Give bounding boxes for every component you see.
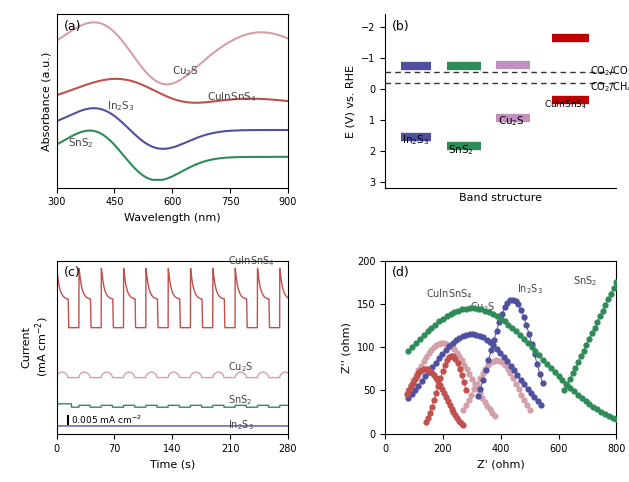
- Text: (c): (c): [64, 266, 81, 279]
- X-axis label: Time (s): Time (s): [150, 459, 195, 469]
- Text: (b): (b): [392, 20, 409, 33]
- Text: (d): (d): [392, 266, 409, 279]
- X-axis label: Wavelength (nm): Wavelength (nm): [124, 213, 221, 223]
- Text: Cu$_2$S: Cu$_2$S: [172, 64, 199, 78]
- Text: (a): (a): [64, 20, 81, 33]
- Text: 0.005 mA cm$^{-2}$: 0.005 mA cm$^{-2}$: [70, 414, 142, 426]
- Text: SnS$_2$: SnS$_2$: [448, 143, 474, 157]
- Text: In$_2$S$_3$: In$_2$S$_3$: [228, 418, 253, 432]
- Y-axis label: E (V) vs. RHE: E (V) vs. RHE: [345, 65, 355, 137]
- Text: CuInSnS$_4$: CuInSnS$_4$: [228, 254, 274, 268]
- Text: Cu$_2$S: Cu$_2$S: [470, 300, 496, 314]
- Text: SnS$_2$: SnS$_2$: [68, 136, 94, 149]
- Y-axis label: Z'' (ohm): Z'' (ohm): [342, 321, 352, 373]
- Text: In$_2$S$_3$: In$_2$S$_3$: [516, 282, 543, 296]
- Y-axis label: Current
(mA cm$^{-2}$): Current (mA cm$^{-2}$): [21, 317, 51, 377]
- Text: CuInSnS$_4$: CuInSnS$_4$: [544, 98, 587, 111]
- Y-axis label: Absorbance (a.u.): Absorbance (a.u.): [41, 52, 51, 151]
- Text: CO$_2$/CH$_4$: CO$_2$/CH$_4$: [590, 80, 629, 94]
- Text: CO$_2$/CO: CO$_2$/CO: [590, 64, 628, 78]
- Text: Cu$_2$S: Cu$_2$S: [498, 114, 525, 128]
- Text: Cu$_2$S: Cu$_2$S: [228, 361, 253, 375]
- Text: SnS$_2$: SnS$_2$: [573, 274, 598, 288]
- Text: CuInSnS$_4$: CuInSnS$_4$: [207, 90, 257, 104]
- X-axis label: Band structure: Band structure: [459, 193, 542, 203]
- Text: SnS$_2$: SnS$_2$: [228, 393, 252, 407]
- Text: In$_2$S$_3$: In$_2$S$_3$: [107, 99, 134, 113]
- Text: CuInSnS$_4$: CuInSnS$_4$: [426, 287, 472, 301]
- Text: In$_2$S$_3$: In$_2$S$_3$: [402, 134, 430, 147]
- X-axis label: Z' (ohm): Z' (ohm): [477, 459, 525, 469]
